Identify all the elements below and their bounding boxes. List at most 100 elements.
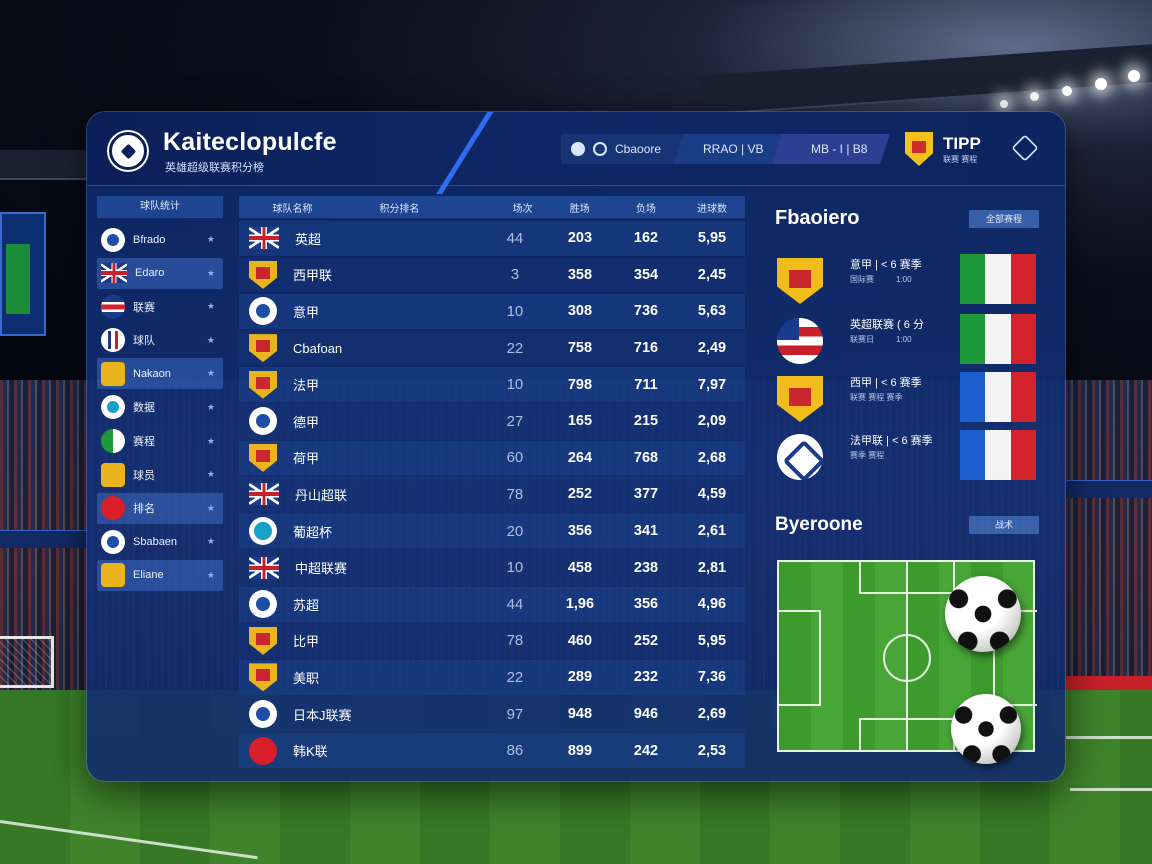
matches-played: 3 xyxy=(510,266,520,284)
sidebar-item[interactable]: 联赛 ★ xyxy=(97,291,223,322)
losses-value: 377 xyxy=(633,486,659,503)
brand-sublabel: 联赛 赛程 xyxy=(943,155,978,164)
goals-value: 2,81 xyxy=(697,559,727,576)
favorite-star-icon[interactable]: ★ xyxy=(206,536,215,547)
team-crest-icon xyxy=(249,626,277,655)
team-name: 法甲 xyxy=(293,378,320,394)
matches-played: 20 xyxy=(506,522,524,540)
floodlight xyxy=(1000,100,1008,108)
sidebar-item-label: 排名 xyxy=(133,503,155,516)
sidebar-item[interactable]: 球队 ★ xyxy=(97,325,223,356)
team-flag-icon xyxy=(101,294,125,319)
app-subtitle: 英雄超级联赛积分榜 xyxy=(165,162,264,174)
sidebar-item-label: Bfrado xyxy=(133,233,166,246)
favorite-star-icon[interactable]: ★ xyxy=(206,401,215,412)
table-row[interactable]: 韩K联 86 899 242 2,53 xyxy=(239,733,745,768)
fixture-item[interactable]: 意甲 | < 6 赛季 国际赛 1:00 xyxy=(777,254,1037,306)
table-row[interactable]: 法甲 10 798 711 7,97 xyxy=(239,367,745,402)
team-flag-icon xyxy=(101,227,125,252)
center-circle xyxy=(883,634,931,682)
favorite-star-icon[interactable]: ★ xyxy=(206,267,215,278)
wins-value: 165 xyxy=(567,413,593,430)
team-name: 意甲 xyxy=(293,304,320,320)
team-cell: 美职 xyxy=(239,663,453,692)
sidebar-item[interactable]: Nakaon ★ xyxy=(97,358,223,390)
sidebar-item[interactable]: Sbabaen ★ xyxy=(97,526,223,557)
sidebar-item[interactable]: Eliane ★ xyxy=(97,559,223,591)
column-header[interactable]: 场次 xyxy=(512,203,533,215)
favorite-star-icon[interactable]: ★ xyxy=(206,301,215,312)
table-row[interactable]: 葡超杯 20 356 341 2,61 xyxy=(239,513,745,549)
matches-played: 60 xyxy=(506,449,524,467)
table-row[interactable]: 美职 22 289 232 7,36 xyxy=(239,660,745,695)
wins-value: 1,96 xyxy=(565,596,595,613)
matches-played: 78 xyxy=(506,632,524,650)
table-row[interactable]: 丹山超联 78 252 377 4,59 xyxy=(239,477,745,512)
favorite-star-icon[interactable]: ★ xyxy=(206,502,215,513)
header-tab-overview[interactable]: Cbaoore xyxy=(561,134,689,164)
team-name: 丹山超联 xyxy=(295,487,348,503)
table-row[interactable]: 英超 44 203 162 5,95 xyxy=(239,221,745,256)
stadium-roof-left xyxy=(0,150,90,180)
fixture-item[interactable]: 英超联赛 ( 6 分联赛日 1:00 xyxy=(777,314,1037,366)
club-crest-icon xyxy=(777,434,823,480)
all-fixtures-button[interactable]: 全部赛程 xyxy=(969,210,1039,228)
matches-played: 44 xyxy=(506,595,524,613)
table-row[interactable]: 比甲 78 460 252 5,95 xyxy=(239,623,745,659)
wins-value: 358 xyxy=(567,266,593,283)
table-row[interactable]: 荷甲 60 264 768 2,68 xyxy=(239,440,745,476)
sidebar-item[interactable]: 球员 ★ xyxy=(97,459,223,490)
column-header[interactable]: 积分排名 xyxy=(379,203,420,215)
settings-icon[interactable] xyxy=(1011,134,1039,162)
header-tab-label: MB - I | B8 xyxy=(811,142,868,156)
team-cell: 荷甲 xyxy=(239,443,453,472)
country-flag-icon xyxy=(960,254,1036,304)
team-cell: 日本J联赛 xyxy=(239,700,453,729)
table-row[interactable]: Cbafoan 22 758 716 2,49 xyxy=(239,330,745,366)
table-row[interactable]: 苏超 44 1,96 356 4,96 xyxy=(239,586,745,622)
column-header[interactable]: 球队名称 xyxy=(272,203,313,215)
favorite-star-icon[interactable]: ★ xyxy=(206,234,215,244)
team-name: 比甲 xyxy=(293,634,320,650)
tactics-pitch[interactable] xyxy=(777,560,1037,764)
losses-value: 238 xyxy=(633,559,659,576)
sidebar-item[interactable]: 排名 ★ xyxy=(97,492,223,524)
sidebar-item[interactable]: 赛程 ★ xyxy=(97,426,223,457)
pitch-line xyxy=(1066,736,1152,739)
table-row[interactable]: 中超联赛 10 458 238 2,81 xyxy=(239,550,745,585)
team-cell: 意甲 xyxy=(239,297,453,326)
fixture-item[interactable]: 法甲联 | < 6 赛季 赛季 赛程 xyxy=(777,430,1037,482)
sidebar-item[interactable]: Bfrado ★ xyxy=(97,224,223,255)
fixture-meta: 国际赛 1:00 xyxy=(850,274,912,285)
table-row[interactable]: 德甲 27 165 215 2,09 xyxy=(239,403,745,439)
favorite-star-icon[interactable]: ★ xyxy=(206,569,215,580)
pitch-line xyxy=(1070,788,1152,791)
losses-value: 215 xyxy=(633,413,659,430)
column-header[interactable]: 负场 xyxy=(635,203,656,215)
favorite-star-icon[interactable]: ★ xyxy=(206,334,215,345)
header-tab-schedule[interactable]: MB - I | B8 xyxy=(772,134,890,164)
table-row[interactable]: 意甲 10 308 736 5,63 xyxy=(239,294,745,329)
team-name: 荷甲 xyxy=(293,451,320,467)
favorite-star-icon[interactable]: ★ xyxy=(206,435,215,446)
column-header[interactable]: 胜场 xyxy=(569,203,590,215)
losses-value: 341 xyxy=(633,523,659,540)
sidebar-item[interactable]: Edaro ★ xyxy=(97,257,223,289)
ring-icon xyxy=(593,142,607,156)
club-crest-icon xyxy=(777,318,823,364)
favorite-star-icon[interactable]: ★ xyxy=(206,368,215,379)
lineup-title: Byeroone xyxy=(775,514,863,535)
sidebar-item[interactable]: 数据 ★ xyxy=(97,392,223,423)
losses-value: 736 xyxy=(633,303,659,320)
team-cell: Cbafoan xyxy=(239,334,453,363)
matches-played: 97 xyxy=(506,705,524,723)
fixture-item[interactable]: 西甲 | < 6 赛季 联赛 赛程 赛季 xyxy=(777,372,1037,424)
favorite-star-icon[interactable]: ★ xyxy=(206,469,215,480)
soccer-ball-icon xyxy=(951,694,1021,764)
tactics-button[interactable]: 战术 xyxy=(969,516,1039,534)
table-row[interactable]: 西甲联 3 358 354 2,45 xyxy=(239,257,745,293)
table-row[interactable]: 日本J联赛 97 948 946 2,69 xyxy=(239,696,745,732)
sidebar-item-label: 赛程 xyxy=(133,436,155,449)
column-header[interactable]: 进球数 xyxy=(696,203,727,215)
brand-label: TIPP xyxy=(943,134,981,153)
